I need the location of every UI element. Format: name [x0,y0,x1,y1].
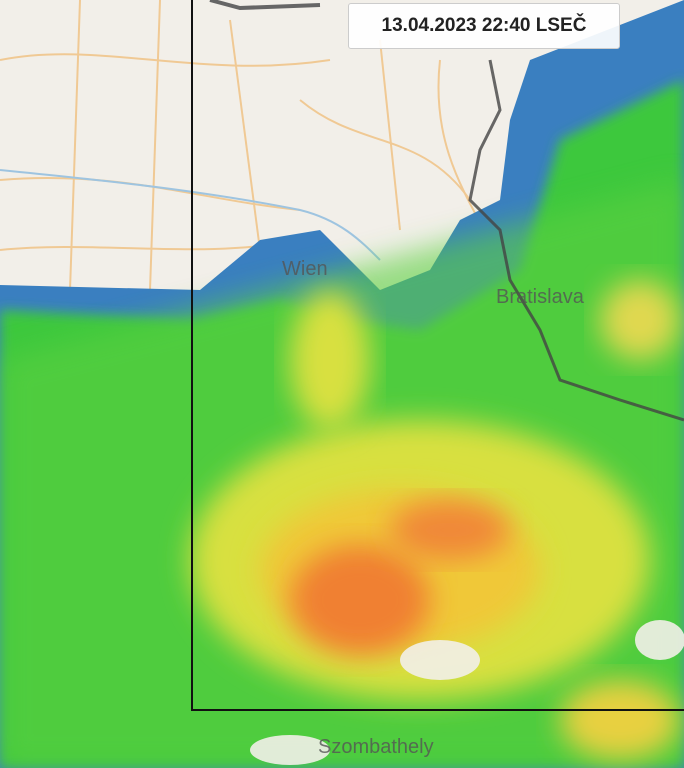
country-border [468,59,684,422]
city-label-bratislava: Bratislava [496,286,584,308]
radar-coverage-boundary [191,0,684,711]
city-label-szombathely: Szombathely [318,736,434,758]
country-border-north [209,0,321,11]
timestamp-label: 13.04.2023 22:40 LSEČ [348,3,620,49]
river-danube [0,169,381,261]
city-label-wien: Wien [282,258,328,280]
